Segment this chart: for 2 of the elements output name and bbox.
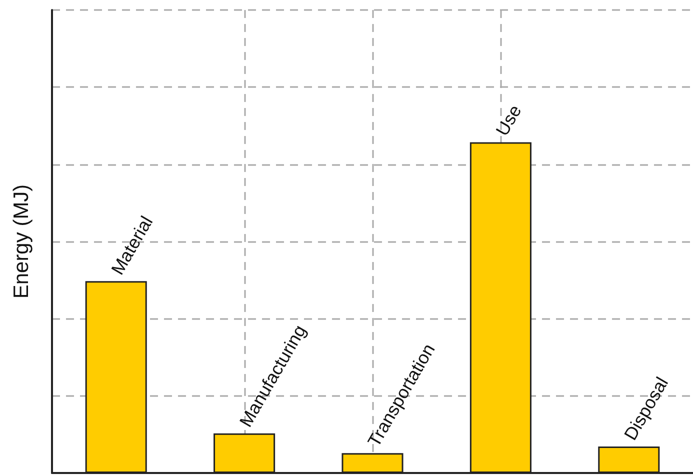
y-axis-title: Energy (MJ) — [10, 184, 33, 299]
x-tick-label: Use — [492, 102, 526, 140]
